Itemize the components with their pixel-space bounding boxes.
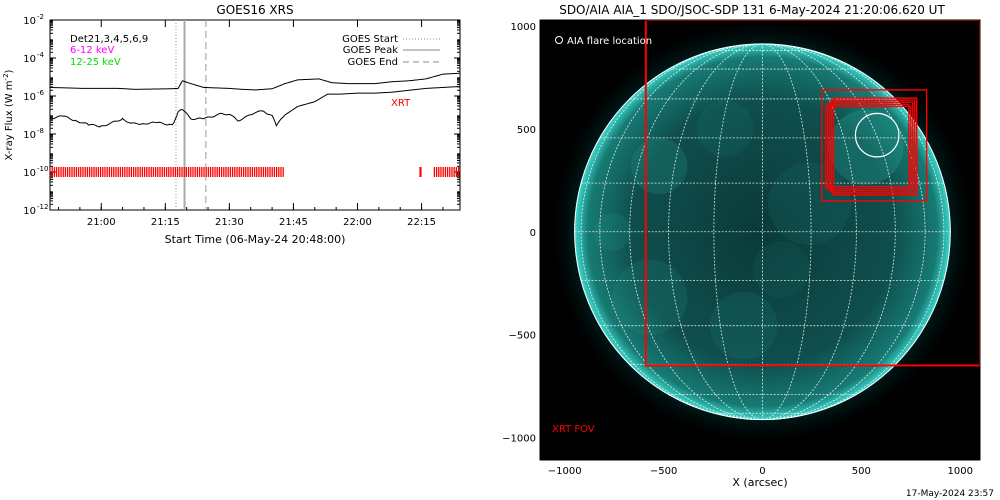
- aia-y-tick-label: −1000: [502, 433, 536, 444]
- active-region: [696, 100, 754, 157]
- goes-band-low: 6-12 keV: [70, 45, 114, 56]
- xrt-fov-box: [825, 105, 912, 190]
- aia-title: SDO/AIA AIA_1 SDO/JSOC-SDP 131 6-May-202…: [559, 3, 945, 17]
- aia-y-tick-label: −500: [509, 331, 536, 342]
- aia-x-tick-label: 500: [852, 466, 871, 477]
- goes-ylabel-end: ): [4, 69, 15, 73]
- goes-y-tick-label: 10: [23, 92, 36, 103]
- goes-y-tick-label: 10: [23, 54, 36, 65]
- flare-location-marker: [854, 112, 900, 158]
- goes-series-high: [50, 72, 460, 91]
- goes-x-tick-label: 21:15: [151, 217, 180, 228]
- active-region: [593, 212, 631, 251]
- goes-x-tick-label: 21:00: [87, 217, 116, 228]
- xrt-fov-box: [830, 99, 916, 194]
- goes-x-tick-label: 21:30: [215, 217, 244, 228]
- active-region: [828, 109, 904, 185]
- longitude-line: [580, 43, 763, 421]
- longitude-line: [762, 43, 896, 421]
- goes-x-tick-label: 22:15: [407, 217, 436, 228]
- goes-ylabel-main: X-ray Flux (W m: [4, 80, 15, 160]
- goes-ylabel-sup: -2: [2, 73, 10, 80]
- goes-y-tick-label: 10: [23, 130, 36, 141]
- aia-y-tick-label: 1000: [511, 22, 536, 33]
- aia-axes: −1000 −500 0 500 1000 1000 500 0 −500 −1000: [502, 22, 973, 477]
- legend-goes-end: GOES End: [348, 57, 398, 68]
- goes-band-high: 12-25 keV: [70, 57, 121, 68]
- goes-title: GOES16 XRS: [216, 3, 293, 17]
- goes-y-tick-exponent: -2: [37, 13, 44, 21]
- goes-legend: GOES Start GOES Peak GOES End: [342, 34, 440, 68]
- goes-y-tick-exponent: -10: [37, 165, 48, 173]
- active-region: [630, 137, 688, 195]
- active-region: [768, 162, 851, 245]
- xrt-fov-label: XRT FOV: [552, 424, 595, 435]
- aia-image: [546, 20, 980, 448]
- goes-y-tick-exponent: -8: [37, 127, 44, 135]
- longitude-line: [762, 43, 812, 421]
- goes-x-tick-label: 22:00: [343, 217, 372, 228]
- active-region: [612, 259, 688, 336]
- flare-location-circle: [854, 112, 900, 158]
- goes-plot-frame: [49, 19, 461, 211]
- solar-limb: [574, 43, 951, 421]
- goes-xrt-label: XRT: [391, 98, 411, 109]
- goes-xrt-coverage: [50, 167, 460, 177]
- goes-x-tick-label: 21:45: [279, 217, 308, 228]
- goes-x-axis-title: Start Time (06-May-24 20:48:00): [165, 233, 346, 246]
- aia-panel: SDO/AIA AIA_1 SDO/JSOC-SDP 131 6-May-202…: [502, 3, 981, 489]
- xrt-fov-box: [832, 97, 918, 196]
- goes-event-lines: [175, 20, 207, 210]
- flare-legend-icon: [555, 36, 563, 44]
- longitude-line: [629, 43, 763, 421]
- goes-y-tick-label: 10: [23, 16, 36, 27]
- aia-y-tick-label: 500: [517, 125, 536, 136]
- legend-goes-start: GOES Start: [342, 34, 398, 45]
- flare-legend-label: AIA flare location: [567, 36, 652, 47]
- footer-timestamp: 17-May-2024 23:57: [906, 489, 994, 499]
- longitude-line: [713, 43, 763, 421]
- goes-channels: Det21,3,4,5,6,9: [70, 34, 148, 45]
- goes-y-tick-exponent: -12: [37, 203, 48, 211]
- goes-y-axis-title: X-ray Flux (W m-2): [2, 69, 15, 160]
- goes-flux-curves: [50, 72, 460, 128]
- aia-x-tick-label: 1000: [947, 466, 972, 477]
- aia-x-tick-label: −1000: [548, 466, 582, 477]
- xrt-observation-block: [419, 167, 422, 177]
- goes-y-tick-label: 10: [23, 206, 36, 217]
- legend-goes-peak: GOES Peak: [343, 45, 398, 56]
- aia-x-axis-title: X (arcsec): [732, 476, 787, 489]
- aia-y-tick-label: 0: [530, 228, 536, 239]
- aia-x-tick-label: 0: [759, 466, 765, 477]
- xrt-fov-box: [829, 101, 914, 192]
- goes-x-axis: 21:00 21:15 21:30 21:45 22:00 22:15: [58, 20, 444, 228]
- goes-y-tick-exponent: -4: [37, 51, 45, 59]
- goes-y-tick-label: 10: [23, 168, 36, 179]
- goes-y-tick-exponent: -6: [37, 89, 45, 97]
- xrt-fov-box: [827, 103, 910, 188]
- aia-plot-frame: [539, 19, 981, 461]
- goes-series-low: [50, 86, 460, 128]
- longitude-line: [762, 43, 945, 421]
- xrt-fov-box: [821, 89, 928, 202]
- active-region: [753, 241, 810, 298]
- aia-x-tick-label: −500: [650, 466, 677, 477]
